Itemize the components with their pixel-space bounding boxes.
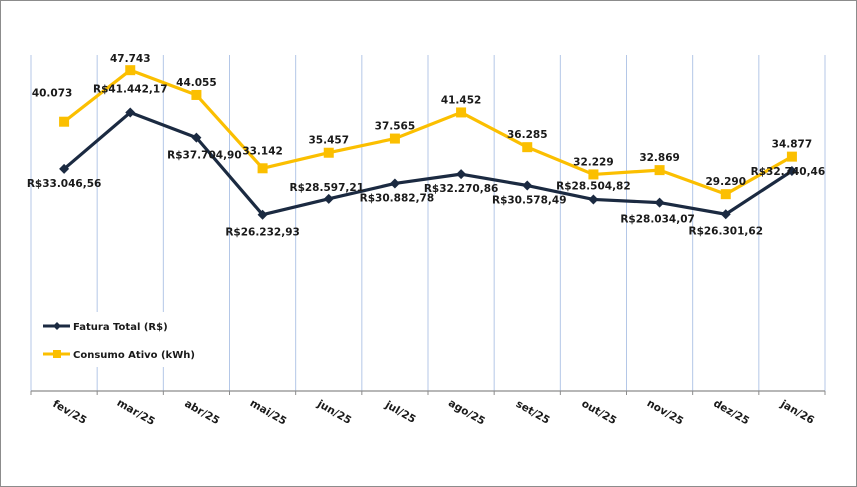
legend-label: Fatura Total (R$): [73, 322, 168, 333]
data-point-diamond: [323, 193, 334, 204]
data-point-diamond: [59, 163, 70, 174]
data-label-fatura: R$41.442,17: [93, 84, 168, 96]
data-label-consumo: 41.452: [441, 94, 482, 106]
x-tick-label: dez/25: [711, 397, 751, 427]
data-point-diamond: [522, 180, 533, 191]
x-tick-label: set/25: [514, 398, 552, 427]
data-point-square: [654, 165, 665, 176]
x-tick-label: nov/25: [645, 397, 686, 427]
data-label-fatura: R$30.578,49: [492, 195, 567, 207]
data-point-square: [59, 116, 70, 127]
data-label-consumo: 44.055: [176, 77, 217, 89]
data-label-consumo: 36.285: [507, 129, 548, 141]
data-point-diamond: [720, 209, 731, 220]
data-label-fatura: R$32.270,86: [424, 183, 499, 195]
legend-marker-square: [53, 350, 61, 358]
data-point-diamond: [456, 169, 467, 180]
data-point-square: [786, 151, 797, 162]
data-label-consumo: 32.229: [573, 156, 614, 168]
legend-item: Consumo Ativo (kWh): [43, 350, 195, 361]
x-tick-label: ago/25: [446, 397, 487, 428]
data-point-square: [257, 163, 268, 174]
data-label-fatura: R$28.597,21: [289, 182, 364, 194]
data-label-consumo: 47.743: [110, 53, 151, 65]
data-point-square: [125, 65, 136, 76]
data-point-square: [389, 133, 400, 144]
data-point-diamond: [588, 194, 599, 205]
x-tick-label: jan/26: [778, 398, 817, 427]
data-label-fatura: R$28.504,82: [556, 180, 631, 192]
data-labels: R$33.046,56 R$41.442,17 R$37.704,90 R$26.23…: [27, 53, 825, 239]
x-tick-label: jul/25: [382, 398, 418, 425]
data-point-diamond: [257, 209, 268, 220]
data-label-consumo: 33.142: [242, 145, 283, 157]
data-label-consumo: 32.869: [639, 152, 680, 164]
data-label-consumo: 37.565: [375, 121, 416, 133]
x-tick-label: abr/25: [182, 398, 221, 428]
data-point-diamond: [786, 165, 797, 176]
legend-item: Fatura Total (R$): [43, 322, 168, 333]
data-point-square: [191, 89, 202, 100]
series-line: [63, 110, 793, 217]
data-label-consumo: 29.290: [705, 176, 746, 188]
x-tick-label: fev/25: [51, 398, 89, 427]
data-point-square: [588, 169, 599, 180]
data-point-diamond: [191, 132, 202, 143]
legend-label: Consumo Ativo (kWh): [73, 350, 195, 361]
x-tick-label: mai/25: [248, 397, 289, 427]
data-point-square: [720, 189, 731, 200]
data-label-fatura: R$32.740,46: [751, 166, 826, 178]
data-label-consumo: 35.457: [308, 135, 349, 147]
legend: Fatura Total (R$) Consumo Ativo (kWh): [38, 312, 195, 367]
legend-marker-diamond: [53, 322, 61, 330]
data-point-square: [323, 147, 334, 158]
data-point-diamond: [389, 178, 400, 189]
data-label-consumo: 34.877: [772, 139, 813, 151]
data-label-fatura: R$37.704,90: [167, 150, 242, 162]
data-point-square: [522, 142, 533, 153]
x-tick-label: mar/25: [115, 397, 157, 428]
data-label-fatura: R$26.232,93: [225, 227, 300, 239]
x-axis: [30, 390, 826, 395]
data-label-fatura: R$33.046,56: [27, 178, 102, 190]
data-point-diamond: [654, 197, 665, 208]
gridlines: [30, 55, 826, 391]
legend-box: [38, 312, 188, 367]
x-tick-labels: fev/25 mar/25 abr/25 mai/25 jun/25 jul/25 ago/…: [51, 397, 817, 428]
data-label-fatura: R$26.301,62: [688, 225, 763, 237]
series-lines: [59, 65, 797, 220]
x-tick-label: jun/25: [314, 397, 353, 426]
data-point-square: [456, 107, 467, 118]
data-label-consumo: 40.073: [32, 88, 73, 100]
data-label-fatura: R$28.034,07: [620, 214, 695, 226]
x-tick-label: out/25: [579, 398, 618, 427]
series-line: [63, 68, 793, 196]
data-point-diamond: [125, 107, 136, 118]
data-label-fatura: R$30.882,78: [360, 192, 435, 204]
